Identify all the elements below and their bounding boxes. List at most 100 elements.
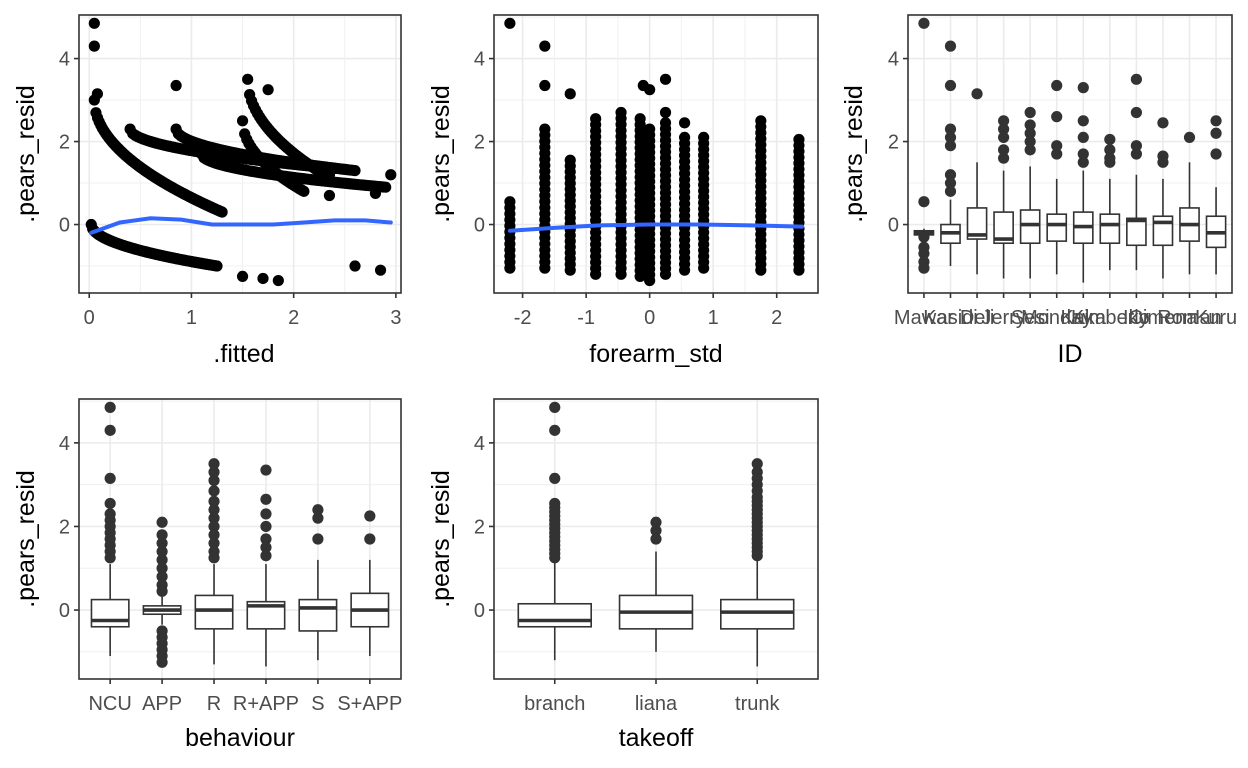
y-tick-label: 2 (59, 516, 70, 538)
outlier-point (364, 510, 376, 522)
outlier-point (260, 533, 272, 545)
x-tick-label: Jerry (981, 307, 1025, 329)
data-point (504, 17, 516, 29)
outlier-point (156, 656, 168, 668)
outlier-point (208, 552, 220, 564)
data-point (374, 264, 387, 276)
data-point (539, 40, 551, 52)
x-tick-label: Kaka (1060, 307, 1106, 329)
outlier-point (208, 512, 220, 524)
data-point (380, 181, 392, 193)
outlier-point (1077, 115, 1089, 127)
x-tick-label: R (207, 693, 221, 715)
outlier-point (312, 533, 324, 545)
box-branch (517, 401, 592, 661)
outlier-point (1183, 131, 1196, 144)
data-point (216, 206, 228, 218)
box-Monday (1046, 79, 1068, 275)
y-tick-label: 2 (888, 132, 899, 154)
x-tick-label: Iko (1123, 307, 1150, 329)
outlier-point (104, 401, 116, 413)
data-point (88, 17, 100, 29)
outlier-point (1051, 148, 1063, 160)
data-point (659, 117, 672, 129)
y-tick-label: 4 (888, 49, 899, 71)
outlier-point (1024, 127, 1036, 139)
y-tick-label: 4 (59, 433, 70, 455)
y-tick-label: 0 (888, 215, 899, 237)
outlier-point (208, 458, 220, 470)
outlier-point (918, 196, 930, 208)
outlier-point (364, 533, 376, 545)
x-axis-title: .fitted (213, 340, 274, 368)
outlier-point (1104, 133, 1116, 146)
outlier-point (156, 545, 168, 558)
outlier-point (549, 472, 561, 485)
data-point (698, 131, 710, 144)
box-APP (142, 516, 182, 668)
outlier-point (156, 516, 168, 528)
x-tick-label: Cimena (1128, 307, 1198, 329)
x-tick-label: 1 (708, 307, 719, 329)
data-point (236, 115, 249, 127)
y-axis-title: .pears_resid (427, 470, 455, 608)
outlier-point (944, 40, 957, 52)
box-R+APP (246, 464, 286, 667)
outlier-point (1210, 148, 1222, 160)
data-point (242, 73, 254, 85)
y-axis: 0 2 4 (474, 433, 494, 622)
data-point (590, 113, 602, 125)
outlier-point (549, 552, 561, 564)
outlier-point (1077, 82, 1089, 94)
outlier-point (549, 401, 561, 413)
data-point (793, 133, 805, 146)
outlier-point (944, 79, 957, 92)
y-tick-label: 2 (59, 132, 70, 154)
outlier-point (944, 131, 957, 144)
outlier-point (1104, 156, 1116, 168)
x-tick-label: R+APP (233, 693, 299, 715)
data-point (170, 79, 182, 92)
data-point (262, 84, 274, 96)
x-axis: NCU APP R R+APP S S+APP (88, 679, 402, 715)
y-tick-label: 0 (474, 215, 485, 237)
box-Kimberly (1099, 133, 1121, 271)
outlier-point (650, 533, 662, 545)
box-body (1152, 215, 1174, 247)
outlier-point (1210, 115, 1222, 127)
gridlines (79, 15, 401, 293)
outlier-point (1024, 106, 1036, 119)
outlier-point (918, 247, 930, 260)
data-point (88, 40, 100, 52)
outlier-point (208, 466, 220, 478)
y-axis: 0 2 4 (59, 49, 79, 237)
x-axis-title: ID (1058, 340, 1083, 368)
outlier-point (312, 504, 324, 516)
outlier-point (104, 497, 116, 510)
chart-panel-1: 0 2 4 0 1 2 3 .fitted .pears_resid (12, 14, 402, 368)
plot-background (908, 15, 1232, 293)
outlier-point (1130, 148, 1142, 160)
outlier-point (1130, 106, 1142, 119)
x-tick-label: Kasidi (923, 307, 977, 329)
box-body (517, 602, 592, 628)
outlier-point (156, 529, 168, 541)
data-point (755, 115, 767, 127)
outlier-point (1104, 144, 1116, 156)
outlier-point (998, 144, 1010, 156)
box-Roman (1179, 131, 1200, 275)
y-tick-label: 0 (59, 215, 70, 237)
data-point (385, 169, 397, 181)
x-tick-label: Deli (960, 307, 994, 329)
outlier-point (1077, 131, 1089, 144)
outlier-point (1157, 156, 1169, 168)
box-Iko (1126, 73, 1147, 271)
y-tick-label: 4 (474, 49, 485, 71)
y-tick-label: 0 (59, 600, 70, 622)
box-body (719, 598, 795, 630)
panel-border (493, 14, 819, 294)
outlier-point (998, 152, 1010, 164)
outlier-point (650, 516, 662, 528)
box-S+APP (350, 510, 390, 657)
chart-panel-5: 0 2 4 branch liana trunk takeoff .pears_resid (427, 398, 819, 752)
